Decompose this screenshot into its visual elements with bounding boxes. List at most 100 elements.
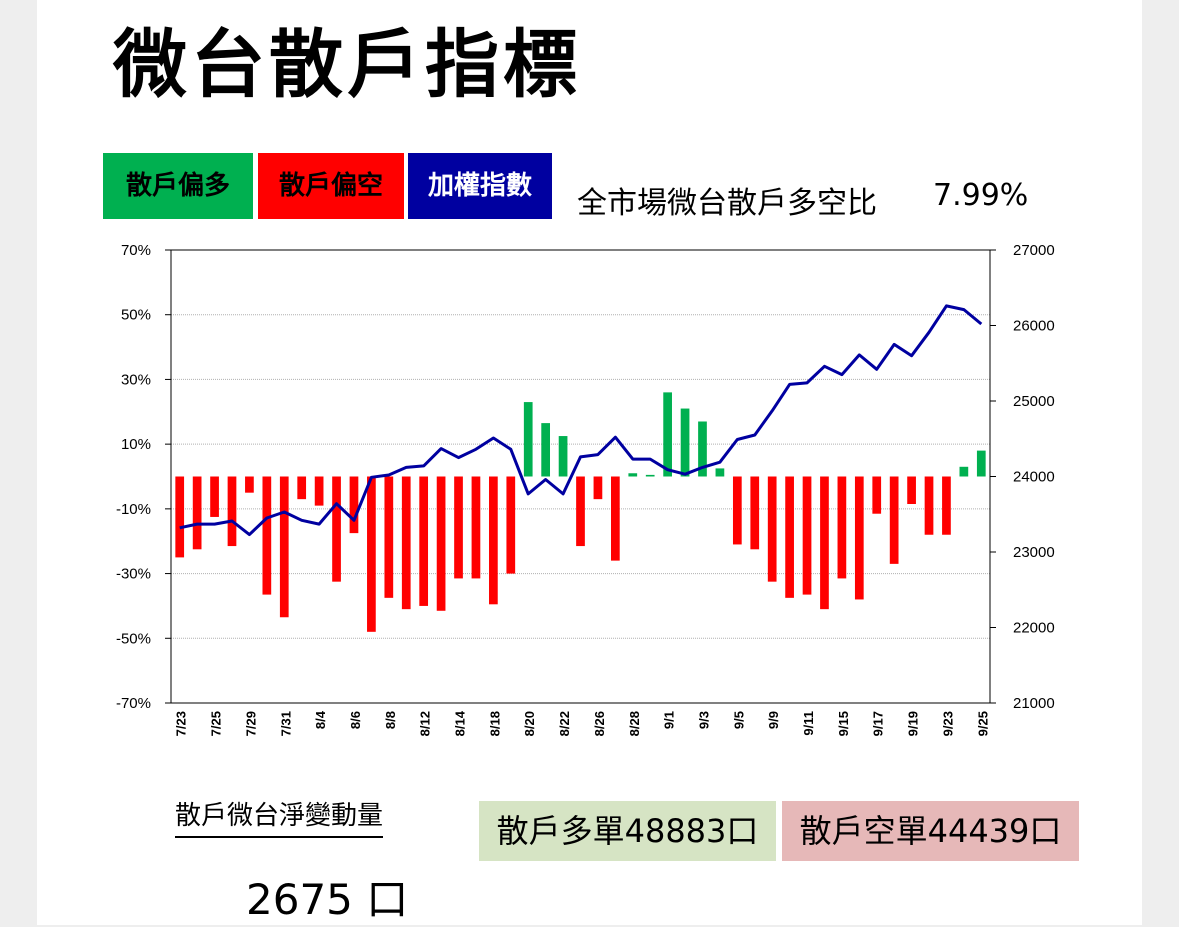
bar-short	[454, 476, 463, 579]
chart-gridlines	[171, 314, 990, 639]
x-tick-label: 8/4	[313, 710, 328, 729]
bar-short	[436, 476, 446, 611]
x-tick-label: 8/6	[348, 711, 363, 729]
bar-long	[715, 468, 725, 477]
bar-short	[210, 476, 219, 517]
ratio-bars	[175, 392, 986, 632]
left-tick-label: 70%	[121, 242, 151, 259]
long-short-ratio-value: 7.99%	[933, 178, 1029, 213]
right-tick-label: 27000	[1013, 242, 1055, 259]
bar-short	[419, 476, 429, 606]
right-tick-label: 22000	[1013, 620, 1055, 637]
index-series-line	[179, 304, 983, 537]
bar-short	[854, 476, 864, 600]
x-tick-label: 7/31	[278, 711, 293, 736]
bar-short	[297, 476, 307, 500]
x-tick-label: 7/23	[174, 711, 189, 736]
x-tick-label: 8/28	[627, 711, 642, 736]
bar-short	[314, 476, 324, 506]
left-tick-label: 50%	[121, 307, 151, 324]
legend-retail-long: 散戶偏多	[103, 153, 253, 219]
left-tick-label: -50%	[116, 630, 151, 647]
bar-short	[576, 476, 585, 547]
plot-frame	[170, 249, 991, 704]
bar-short	[175, 476, 185, 558]
bar-short	[245, 476, 254, 493]
bar-short	[820, 476, 829, 610]
bar-long	[698, 421, 707, 477]
legend-retail-short: 散戶偏空	[258, 153, 404, 219]
x-tick-label: 9/23	[940, 711, 955, 736]
bar-short	[384, 476, 394, 598]
bar-short	[227, 476, 237, 547]
bar-short	[750, 476, 760, 550]
x-tick-label: 9/9	[766, 711, 781, 729]
bar-long	[976, 450, 986, 477]
bar-short	[732, 476, 742, 545]
x-tick-label: 7/25	[209, 711, 224, 736]
bar-short	[872, 476, 882, 514]
bar-short	[767, 476, 777, 582]
x-tick-label: 7/29	[243, 711, 258, 736]
x-tick-label: 9/3	[696, 711, 711, 729]
page-title: 微台散戶指標	[113, 22, 581, 108]
bar-long	[558, 436, 568, 477]
bar-long	[628, 473, 638, 477]
left-tick-label: 10%	[121, 436, 151, 453]
bar-long	[645, 474, 655, 477]
bar-short	[837, 476, 847, 579]
retail-indicator-chart: 70% 50% 30% 10% -10% -30% -50% -70% 27000 26000 2…	[116, 242, 1055, 736]
x-tick-label: 9/11	[801, 711, 816, 736]
x-tick-label: 9/15	[836, 711, 851, 736]
x-tick-label: 8/20	[522, 711, 537, 736]
left-tick-label: 30%	[121, 371, 151, 388]
index-line	[179, 304, 983, 537]
retail-long-orders: 散戶多單48883口	[479, 801, 776, 861]
x-tick-label: 9/1	[662, 711, 677, 729]
bar-short	[349, 476, 359, 534]
bar-short	[262, 476, 272, 595]
bar-short	[489, 476, 498, 605]
x-tick-label: 8/22	[557, 711, 572, 736]
x-tick-label: 8/26	[592, 711, 607, 736]
x-tick-label: 8/14	[453, 710, 468, 736]
long-short-ratio-label: 全市場微台散戶多空比	[577, 186, 877, 221]
bar-long	[680, 408, 690, 477]
bar-short	[610, 476, 620, 561]
bar-long	[663, 392, 672, 477]
left-tick-label: -30%	[116, 566, 151, 583]
left-tick-label: -10%	[116, 501, 151, 518]
x-tick-label: 9/19	[906, 711, 921, 736]
x-tick-label: 8/8	[383, 711, 398, 729]
x-tick-label: 8/12	[418, 711, 433, 736]
right-tick-label: 25000	[1013, 393, 1055, 410]
bar-short	[924, 476, 934, 535]
bar-short	[506, 476, 516, 574]
bar-short	[279, 476, 289, 618]
bar-short	[192, 476, 202, 550]
bar-short	[471, 476, 481, 579]
bar-long	[523, 402, 533, 477]
net-change-label: 散戶微台淨變動量	[175, 795, 384, 838]
bar-short	[889, 476, 899, 564]
bar-short	[942, 476, 951, 535]
bar-short	[802, 476, 812, 595]
right-axis-ticks: 27000 26000 25000 24000 23000 22000 21000	[990, 242, 1055, 712]
left-axis-ticks: 70% 50% 30% 10% -10% -30% -50% -70%	[116, 242, 171, 712]
left-tick-label: -70%	[116, 695, 151, 712]
x-tick-label: 9/5	[731, 711, 746, 729]
retail-short-orders: 散戶空單44439口	[782, 801, 1079, 861]
legend-weighted-index: 加權指數	[408, 153, 552, 219]
bar-short	[593, 476, 603, 500]
bar-long	[959, 466, 969, 477]
bar-long	[541, 423, 551, 477]
x-tick-label: 9/25	[975, 711, 990, 736]
bar-short	[785, 476, 794, 598]
x-axis-ticks: 7/23 7/25 7/29 7/31 8/4 8/6 8/8 8/12 8/14 8/18 8/2…	[174, 710, 991, 736]
right-tick-label: 26000	[1013, 318, 1055, 335]
x-tick-label: 9/17	[871, 711, 886, 736]
right-tick-label: 24000	[1013, 469, 1055, 486]
bar-short	[401, 476, 411, 610]
right-tick-label: 23000	[1013, 544, 1055, 561]
bar-short	[367, 476, 376, 632]
